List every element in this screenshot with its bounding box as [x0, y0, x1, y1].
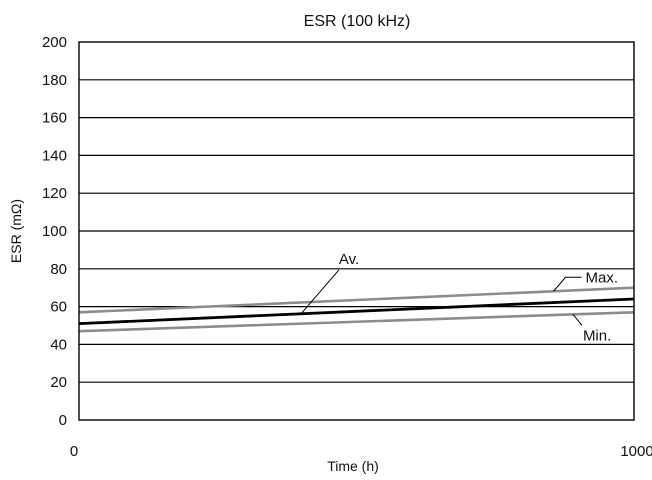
- y-tick-label: 20: [50, 374, 67, 391]
- y-tick-label: 120: [42, 185, 67, 202]
- y-tick-label: 160: [42, 110, 67, 127]
- y-tick-label: 0: [59, 412, 67, 429]
- x-tick-labels: 0 1000: [70, 443, 652, 460]
- x-axis-label: Time (h): [327, 458, 379, 474]
- y-tick-labels: 0 20 40 60 80 100 120 140 160 180 200: [42, 34, 67, 429]
- y-tick-label: 100: [42, 223, 67, 240]
- series-line-min: [78, 311, 635, 333]
- y-tick-label: 140: [42, 147, 67, 164]
- leader-max: [553, 276, 582, 292]
- plot-frame: [78, 41, 635, 421]
- annotation-av: Av.: [339, 251, 359, 268]
- annotation-max: Max.: [586, 269, 619, 286]
- y-tick-label: 60: [50, 299, 67, 316]
- annotation-min: Min.: [583, 327, 611, 344]
- y-tick-label: 80: [50, 261, 67, 278]
- y-axis-label: ESR (mΩ): [8, 199, 24, 263]
- chart-title: ESR (100 kHz): [304, 13, 411, 30]
- y-tick-label: 40: [50, 336, 67, 353]
- series-annotations: Max. Av. Min.: [300, 251, 619, 344]
- grid-lines: [79, 79, 634, 383]
- series-line-av: [78, 297, 635, 325]
- x-tick-label: 1000: [620, 443, 652, 460]
- x-tick-label: 0: [70, 443, 78, 460]
- y-tick-label: 180: [42, 72, 67, 89]
- leader-min: [572, 314, 583, 326]
- series-lines: [78, 286, 635, 333]
- y-tick-label: 200: [42, 34, 67, 51]
- leader-av: [300, 269, 340, 315]
- series-line-max: [78, 286, 635, 314]
